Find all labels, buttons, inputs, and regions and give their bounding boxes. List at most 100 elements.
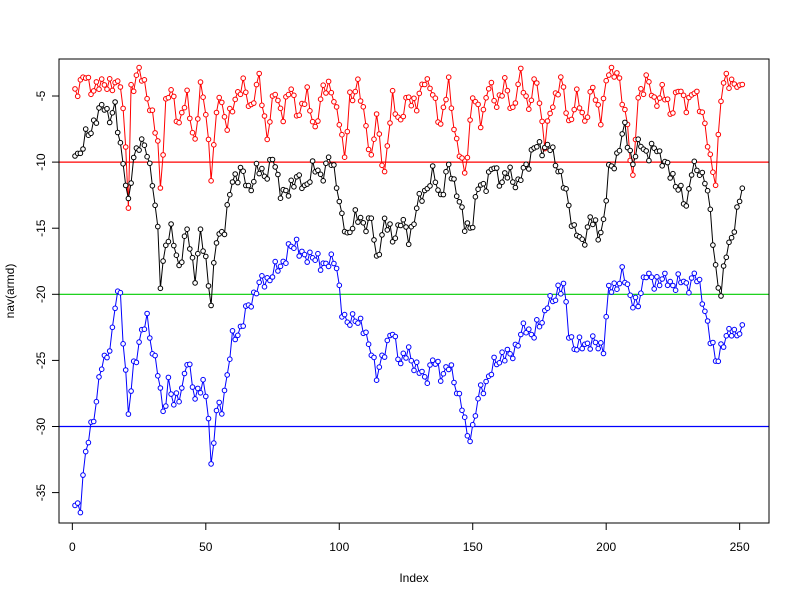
data-point [739, 322, 746, 328]
data-point [168, 221, 174, 227]
data-point [315, 250, 321, 257]
data-point [413, 205, 420, 211]
data-point [675, 271, 682, 277]
data-point [493, 104, 500, 110]
data-point [437, 121, 444, 127]
data-point [715, 285, 722, 291]
data-point [171, 242, 177, 249]
data-point [371, 237, 377, 243]
data-point [165, 94, 172, 101]
data-point [427, 362, 433, 368]
data-point [419, 198, 425, 204]
data-point [363, 329, 369, 336]
data-point [688, 172, 695, 178]
data-point [563, 299, 569, 305]
data-point [598, 340, 604, 346]
data-point [224, 372, 230, 378]
data-point [149, 107, 156, 113]
data-point [389, 239, 396, 245]
data-point [659, 163, 666, 169]
data-point [435, 358, 441, 365]
data-point [296, 172, 303, 178]
data-point [635, 136, 642, 142]
data-point [493, 165, 500, 171]
data-point [352, 88, 359, 95]
data-point [363, 123, 369, 129]
data-point [328, 89, 335, 96]
data-point [160, 408, 166, 415]
data-point [192, 396, 198, 402]
data-point [291, 184, 297, 190]
data-point [627, 292, 634, 299]
data-point [323, 90, 329, 96]
data-point [408, 102, 415, 109]
data-point [120, 161, 126, 167]
data-point [341, 311, 348, 318]
data-point [187, 361, 193, 368]
data-point [598, 121, 604, 128]
data-point [144, 153, 150, 160]
data-point [616, 75, 623, 81]
data-point [515, 81, 521, 88]
data-point [133, 359, 140, 366]
data-point [171, 93, 177, 100]
data-point [275, 97, 281, 104]
data-point [720, 263, 727, 269]
data-point [122, 367, 129, 373]
data-point [77, 509, 84, 516]
data-point [523, 161, 529, 168]
data-point [197, 390, 204, 396]
data-point [168, 87, 174, 93]
data-point [373, 377, 380, 384]
data-point [347, 322, 353, 328]
data-point [253, 81, 260, 88]
data-point [117, 84, 124, 90]
data-point [429, 357, 436, 364]
data-point [392, 333, 399, 340]
data-point [109, 110, 116, 116]
data-point [603, 77, 610, 84]
data-point [200, 376, 206, 383]
data-point [587, 89, 594, 95]
data-point [507, 164, 513, 171]
data-point [720, 80, 727, 86]
data-point [181, 104, 188, 111]
data-point [152, 202, 158, 209]
data-point [683, 280, 690, 286]
data-point [678, 88, 684, 95]
data-point [723, 333, 730, 339]
data-point [106, 119, 113, 126]
data-point [534, 317, 540, 323]
data-point [211, 440, 217, 446]
data-point [371, 136, 377, 142]
data-point [125, 411, 132, 417]
data-point [181, 370, 188, 377]
data-point [592, 97, 599, 103]
data-point [309, 158, 316, 164]
data-point [699, 301, 706, 307]
data-point [82, 126, 89, 132]
data-point [261, 284, 268, 290]
data-point [74, 93, 81, 100]
series [72, 64, 746, 211]
data-point [544, 118, 551, 124]
data-point [643, 274, 650, 281]
series [72, 99, 746, 309]
data-point [339, 210, 345, 217]
data-point [552, 162, 559, 169]
data-point [534, 80, 540, 86]
data-point [243, 89, 249, 96]
data-point [96, 86, 102, 92]
data-point [80, 146, 86, 152]
data-point [203, 393, 209, 400]
data-point [195, 116, 201, 122]
data-point [144, 95, 150, 102]
data-point [445, 366, 452, 373]
data-point [355, 219, 361, 225]
data-point [379, 232, 385, 238]
y-tick-label: -35 [34, 484, 48, 502]
data-point [728, 234, 735, 241]
data-point [619, 131, 626, 137]
data-point [411, 367, 417, 374]
data-point [85, 74, 92, 81]
